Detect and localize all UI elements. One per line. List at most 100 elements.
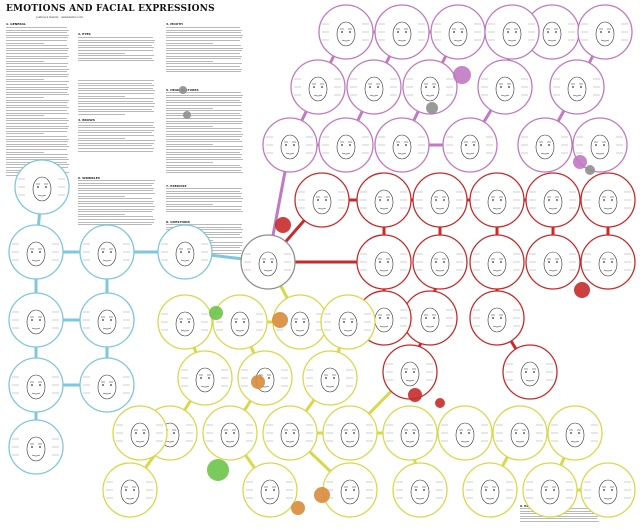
emotion-node-anger [412, 234, 468, 290]
text-line [6, 122, 68, 124]
face-outline [195, 367, 215, 393]
face-outline [392, 21, 412, 47]
mouth [435, 207, 445, 210]
text-line [6, 135, 68, 137]
right-eye [188, 321, 190, 323]
face-outline [542, 21, 562, 47]
left-eye [460, 432, 462, 434]
right-eye [377, 86, 379, 88]
left-eye [545, 489, 547, 491]
mouth [200, 385, 210, 388]
text-line [166, 92, 241, 93]
text-line [78, 200, 155, 202]
face-outline [392, 134, 412, 160]
right-eye [611, 489, 613, 491]
text-line [78, 124, 153, 126]
emotion-node-joy [382, 405, 438, 461]
right-eye [443, 199, 445, 201]
emotion-node-joy [212, 294, 268, 350]
emotion-node-anger [402, 290, 458, 346]
note-blob-anger [435, 398, 445, 408]
right-eye [208, 377, 210, 379]
note-blob-anger [275, 217, 291, 233]
text-line [6, 84, 68, 86]
mouth [500, 94, 510, 97]
note-blob-anger [408, 388, 422, 402]
text-line [166, 203, 213, 205]
mouth [545, 497, 555, 500]
note-blob-neutral [426, 102, 438, 114]
left-eye [37, 186, 39, 188]
mouth [180, 329, 190, 332]
face-outline [430, 189, 450, 215]
emotion-node-anger [469, 290, 525, 346]
note-blob-fear [573, 155, 587, 169]
left-eye [285, 432, 287, 434]
right-eye [533, 371, 535, 373]
left-eye [31, 251, 33, 253]
mouth [548, 207, 558, 210]
right-eye [493, 489, 495, 491]
mouth [525, 379, 535, 382]
left-eye [397, 31, 399, 33]
text-line [6, 39, 67, 41]
text-line [166, 125, 213, 127]
left-eye [540, 144, 542, 146]
left-eye [345, 489, 347, 491]
mouth [345, 440, 355, 443]
text-line [78, 52, 125, 54]
text-block [78, 80, 156, 116]
left-eye [180, 251, 182, 253]
right-eye [405, 31, 407, 33]
right-eye [110, 384, 112, 386]
right-eye [110, 251, 112, 253]
text-line [6, 146, 69, 148]
emotion-node-anger [469, 234, 525, 290]
emotion-node-sad [79, 224, 135, 280]
left-eye [405, 371, 407, 373]
face-outline [590, 134, 610, 160]
mouth [341, 39, 351, 42]
text-block [166, 188, 244, 214]
text-line [166, 63, 242, 65]
face-outline [567, 76, 587, 102]
left-eye [125, 489, 127, 491]
right-eye [353, 489, 355, 491]
face-outline [336, 134, 356, 160]
left-eye [595, 144, 597, 146]
mouth [31, 454, 41, 457]
mouth [102, 259, 112, 262]
mouth [492, 207, 502, 210]
text-block [166, 92, 244, 175]
left-eye [369, 86, 371, 88]
text-line [78, 60, 155, 62]
emotion-node-fear [442, 117, 498, 173]
mouth [397, 152, 407, 155]
mouth [31, 327, 41, 330]
text-line [78, 187, 155, 189]
face-outline [543, 251, 563, 277]
left-eye [453, 31, 455, 33]
text-line [166, 195, 241, 197]
text-line [166, 112, 241, 114]
right-eye [580, 86, 582, 88]
text-line [6, 50, 69, 52]
text-line [6, 34, 70, 36]
left-eye [515, 432, 517, 434]
text-line [166, 167, 243, 169]
mouth [460, 440, 470, 443]
text-line [6, 63, 69, 65]
face-outline [230, 311, 250, 337]
text-line [78, 195, 125, 197]
emotion-node-joy [522, 462, 578, 518]
right-eye [353, 432, 355, 434]
text-line [78, 150, 153, 152]
text-line [166, 42, 213, 44]
face-outline [540, 479, 560, 505]
emotion-node-joy [437, 405, 493, 461]
text-line [78, 80, 154, 81]
text-line [6, 76, 69, 78]
right-eye [578, 432, 580, 434]
face-outline [400, 422, 420, 448]
text-line [6, 99, 70, 101]
